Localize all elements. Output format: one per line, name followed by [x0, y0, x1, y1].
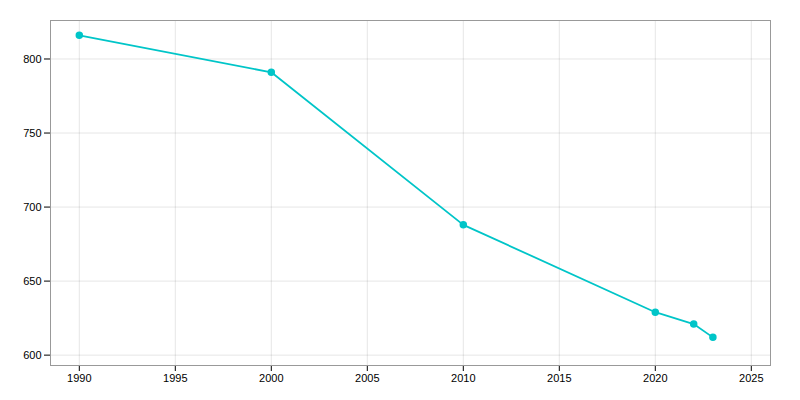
- svg-text:2010: 2010: [451, 372, 475, 384]
- svg-text:1995: 1995: [163, 372, 187, 384]
- svg-text:2005: 2005: [355, 372, 379, 384]
- svg-text:1990: 1990: [67, 372, 91, 384]
- svg-text:2020: 2020: [643, 372, 667, 384]
- svg-text:2015: 2015: [547, 372, 571, 384]
- svg-text:2000: 2000: [259, 372, 283, 384]
- svg-text:600: 600: [23, 349, 41, 361]
- svg-text:800: 800: [23, 53, 41, 65]
- svg-text:2025: 2025: [739, 372, 763, 384]
- svg-text:650: 650: [23, 275, 41, 287]
- svg-text:750: 750: [23, 127, 41, 139]
- svg-text:700: 700: [23, 201, 41, 213]
